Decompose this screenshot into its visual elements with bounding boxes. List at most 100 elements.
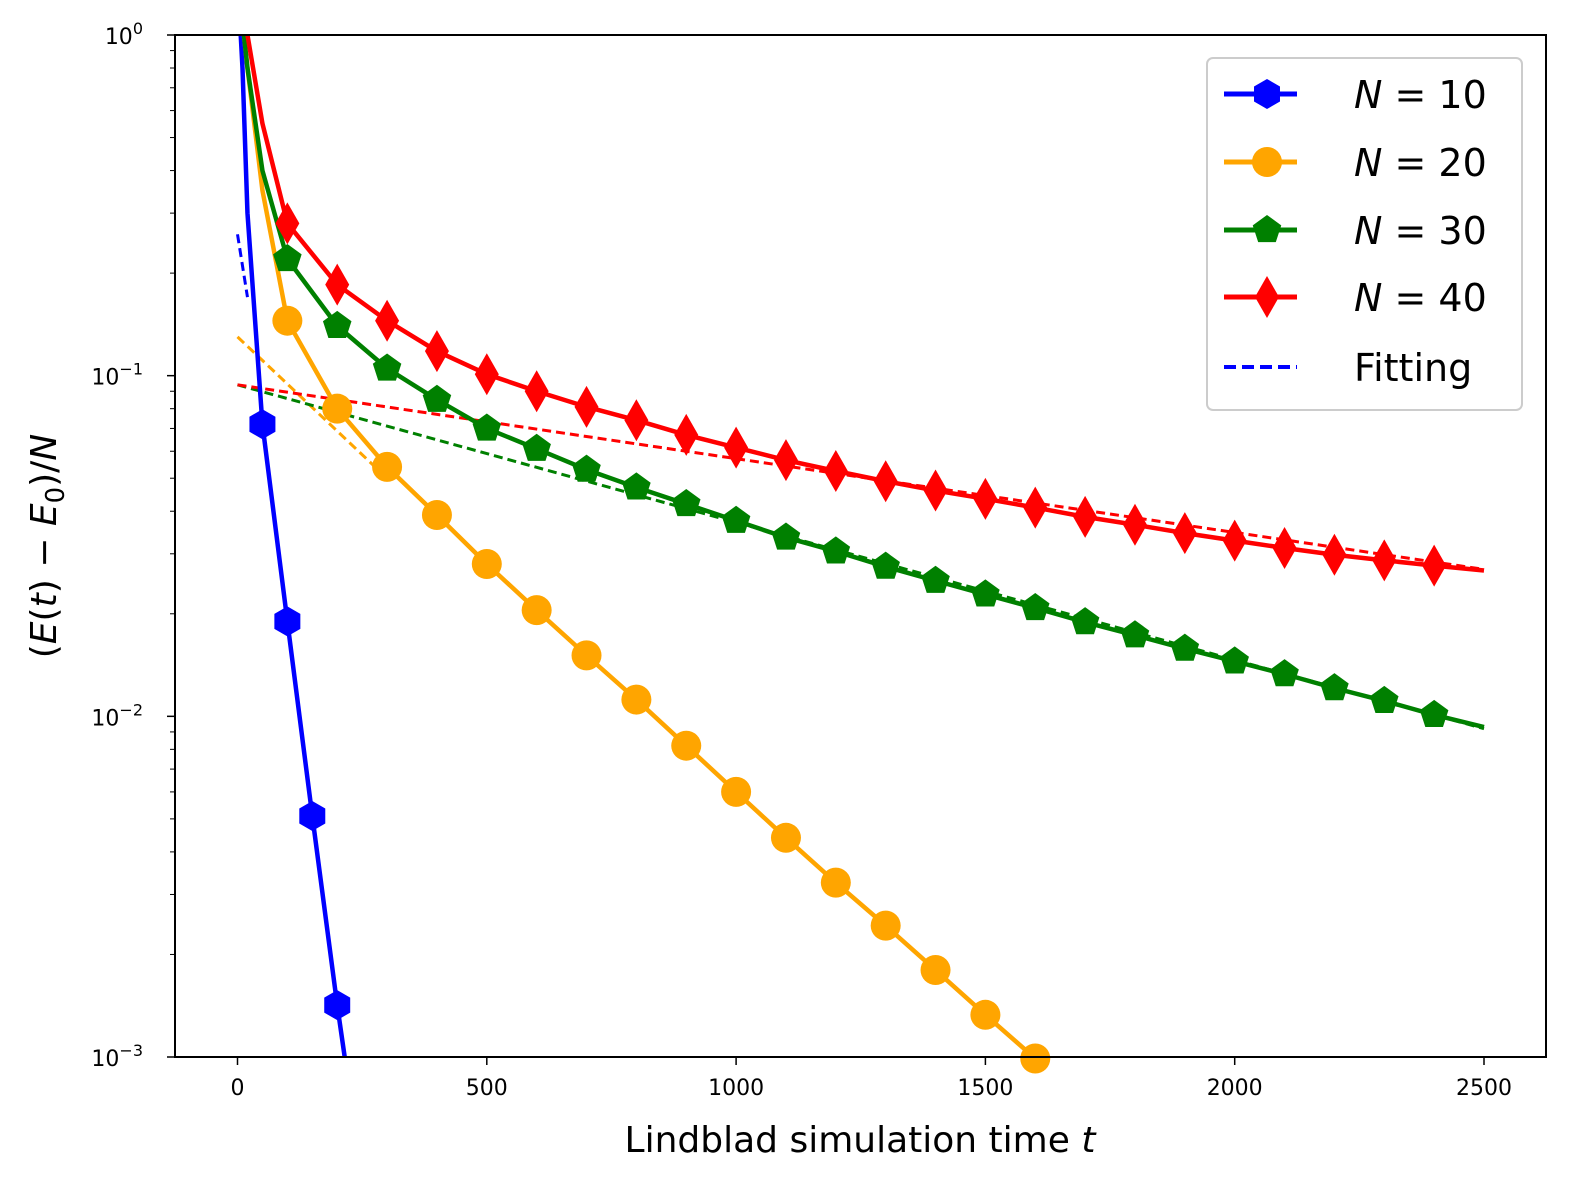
- series-layer: [236, 35, 1485, 1057]
- legend-label: Fitting: [1354, 346, 1472, 390]
- data-point-n30-t800: [622, 472, 651, 500]
- legend-label: N = 40: [1354, 276, 1487, 320]
- data-point-n40-t1600: [1023, 486, 1048, 529]
- series-line-n40: [245, 35, 1485, 573]
- data-point-n30-t1300: [871, 551, 900, 579]
- x-tick-label: 2500: [1456, 1076, 1512, 1101]
- legend-label: N = 20: [1354, 141, 1487, 185]
- data-point-n20-t100: [272, 305, 303, 336]
- fit-line-n20: [236, 335, 389, 480]
- data-point-n40-t1300: [873, 460, 898, 503]
- data-point-n30-t1100: [771, 522, 801, 550]
- data-point-n20-t1400: [920, 955, 951, 986]
- data-point-n40-t600: [524, 370, 549, 413]
- data-point-n30-t400: [422, 384, 452, 412]
- x-tick-label: 0: [231, 1076, 245, 1101]
- x-axis-label: Lindblad simulation time t: [625, 1120, 1098, 1161]
- data-point-n40-t2300: [1372, 539, 1397, 582]
- data-point-n10-t150: [299, 800, 326, 831]
- data-point-n40-t500: [474, 353, 499, 396]
- data-point-n40-t1500: [973, 477, 998, 520]
- legend-label: N = 10: [1354, 73, 1487, 117]
- data-point-n40-t1900: [1172, 512, 1197, 555]
- x-tick-label: 500: [466, 1076, 508, 1101]
- legend-marker: [1254, 79, 1280, 109]
- data-point-n20-t1200: [820, 867, 851, 898]
- x-axis: 0 500 1000 1500 2000 2500: [231, 1057, 1512, 1101]
- data-point-n10-t50: [249, 409, 276, 440]
- x-axis-label-var: t: [1081, 1120, 1097, 1161]
- data-point-n30-t1400: [921, 565, 950, 593]
- data-point-n20-t1500: [970, 999, 1001, 1030]
- legend-box: [1206, 57, 1523, 411]
- y-tick-label: 10−3: [91, 1041, 143, 1072]
- data-point-n30-t700: [572, 454, 601, 482]
- data-point-n10-t200: [324, 990, 351, 1021]
- data-point-n40-t1200: [823, 449, 848, 492]
- y-tick-label: 100: [105, 19, 143, 50]
- marker-layer: [249, 202, 1449, 1074]
- data-point-n30-t2200: [1320, 673, 1349, 701]
- legend-entry: N = 10: [1224, 73, 1487, 117]
- data-point-n40-t1700: [1073, 495, 1098, 538]
- x-axis-label-text: Lindblad simulation time: [625, 1120, 1082, 1161]
- data-point-n40-t1800: [1122, 503, 1147, 546]
- legend-marker: [1252, 147, 1282, 177]
- data-point-n10-t100: [274, 606, 301, 637]
- series-line-n10: [238, 35, 347, 1057]
- x-tick-label: 2000: [1207, 1076, 1263, 1101]
- data-point-n30-t300: [372, 353, 402, 381]
- data-point-n20-t1600: [1020, 1043, 1051, 1074]
- data-point-n40-t2400: [1422, 544, 1447, 587]
- legend-entry: N = 20: [1224, 141, 1487, 185]
- data-point-n20-t200: [322, 393, 353, 424]
- legend-entry: N = 30: [1224, 209, 1487, 253]
- data-point-n30-t2000: [1220, 646, 1249, 674]
- data-point-n40-t2000: [1222, 519, 1247, 562]
- data-point-n40-t800: [624, 399, 649, 442]
- data-point-n20-t400: [421, 499, 452, 530]
- legend-label: N = 30: [1354, 209, 1487, 253]
- data-point-n30-t1500: [971, 579, 1000, 607]
- data-point-n40-t300: [375, 299, 400, 342]
- data-point-n20-t300: [372, 451, 403, 482]
- data-point-n30-t2100: [1270, 659, 1299, 687]
- data-point-n30-t1600: [1020, 592, 1050, 621]
- data-point-n30-t900: [671, 489, 701, 517]
- data-point-n20-t1000: [721, 776, 752, 807]
- data-point-n30-t2300: [1370, 685, 1399, 714]
- data-point-n20-t800: [621, 684, 652, 715]
- data-point-n40-t1000: [724, 426, 749, 469]
- y-tick-label: 10−2: [91, 700, 143, 731]
- y-axis: 100 10−1 10−2 10−3: [91, 19, 175, 1072]
- data-point-n30-t600: [522, 433, 551, 461]
- legend: N = 10 N = 20 N = 30 N = 40 Fitting: [1206, 57, 1523, 411]
- legend-marker: [1252, 215, 1282, 243]
- axes-frame: [174, 34, 1547, 1058]
- data-point-n20-t700: [571, 640, 602, 671]
- data-point-n40-t2200: [1322, 533, 1347, 576]
- data-point-n20-t1100: [770, 822, 801, 853]
- data-point-n30-t100: [273, 244, 302, 272]
- data-point-n20-t600: [521, 595, 552, 626]
- data-point-n30-t1000: [721, 505, 751, 533]
- fit-line-n10: [236, 234, 249, 298]
- legend-marker: [1255, 276, 1279, 318]
- legend-entry: N = 40: [1224, 276, 1487, 320]
- y-tick-label: 10−1: [91, 360, 143, 391]
- data-point-n20-t900: [671, 730, 702, 761]
- data-point-n40-t100: [275, 202, 300, 245]
- data-point-n30-t1900: [1170, 633, 1200, 661]
- data-point-n30-t1700: [1070, 607, 1100, 635]
- data-point-n40-t1100: [773, 439, 798, 482]
- data-point-n30-t200: [322, 310, 352, 339]
- data-point-n40-t1400: [923, 469, 948, 512]
- data-point-n40-t700: [574, 385, 599, 428]
- y-axis-label: (E(t) − E0)/N: [24, 434, 71, 659]
- data-point-n40-t2100: [1272, 526, 1297, 569]
- x-tick-label: 1000: [708, 1076, 764, 1101]
- data-point-n40-t400: [424, 330, 449, 373]
- legend-entry: Fitting: [1224, 346, 1472, 390]
- data-point-n40-t200: [325, 263, 350, 306]
